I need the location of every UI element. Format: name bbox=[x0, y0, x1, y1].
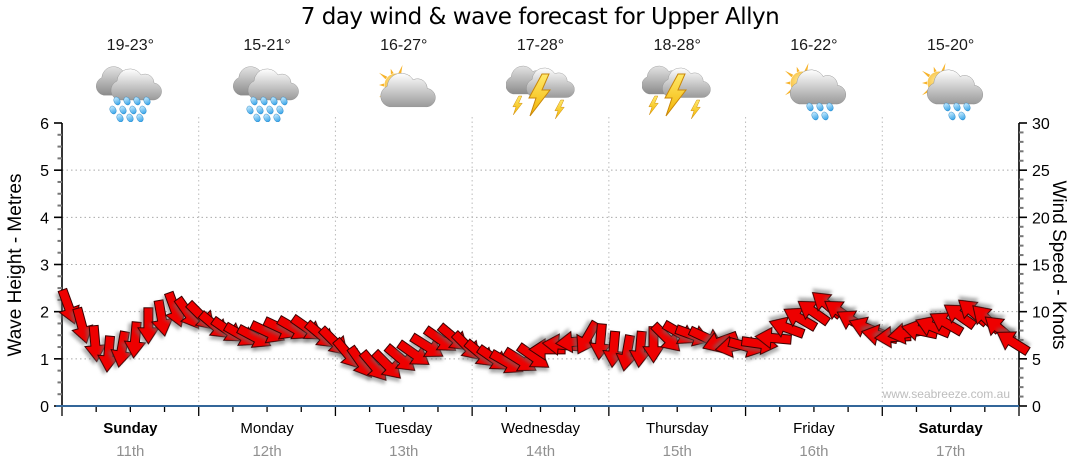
left-axis-tick-label: 3 bbox=[40, 258, 49, 275]
day-name: Thursday bbox=[645, 420, 709, 437]
wind-arrow bbox=[797, 300, 832, 327]
wind-arrow bbox=[150, 299, 174, 337]
watermark: www.seabreeze.com.au bbox=[882, 387, 1010, 401]
day-date: 11th bbox=[116, 443, 145, 460]
day-date: 12th bbox=[252, 443, 282, 460]
partly-sunny-icon bbox=[369, 60, 439, 127]
right-axis-title: Wind Speed - Knots bbox=[1048, 180, 1069, 350]
wind-arrow bbox=[783, 307, 819, 332]
day-name: Sunday bbox=[103, 420, 158, 437]
day-temp-range: 18-28° bbox=[653, 37, 701, 54]
wind-arrow bbox=[768, 316, 806, 339]
right-axis-tick-label: 0 bbox=[1032, 399, 1041, 416]
right-axis-tick-label: 15 bbox=[1032, 258, 1050, 275]
right-axis-tick-label: 10 bbox=[1032, 305, 1050, 322]
day-name: Tuesday bbox=[375, 420, 433, 437]
day-temp-range: 17-28° bbox=[516, 37, 565, 54]
day-temp-range: 16-22° bbox=[790, 37, 838, 54]
wind-arrow bbox=[650, 321, 681, 352]
rain-icon bbox=[95, 60, 165, 127]
rain-icon bbox=[232, 60, 302, 127]
day-temp-range: 19-23° bbox=[106, 37, 155, 54]
wind-arrow bbox=[996, 331, 1031, 356]
day-name: Friday bbox=[793, 420, 835, 437]
sun-shower-icon bbox=[779, 60, 849, 127]
right-axis-tick-label: 30 bbox=[1032, 116, 1050, 133]
wind-arrow bbox=[396, 339, 430, 365]
right-axis-tick-label: 25 bbox=[1032, 163, 1050, 180]
storm-icon bbox=[505, 60, 576, 127]
wind-arrow bbox=[110, 330, 133, 369]
day-date: 16th bbox=[799, 443, 829, 460]
page-title: 7 day wind & wave forecast for Upper All… bbox=[300, 4, 780, 30]
wind-arrow bbox=[136, 307, 160, 345]
left-axis-tick-label: 1 bbox=[40, 352, 49, 369]
wind-arrow bbox=[83, 324, 107, 363]
wind-arrow bbox=[71, 306, 94, 345]
day-temp-range: 15-20° bbox=[926, 37, 975, 54]
left-axis-tick-label: 2 bbox=[40, 305, 49, 322]
wind-arrow bbox=[943, 304, 978, 331]
left-axis-tick-label: 0 bbox=[40, 399, 49, 416]
wind-arrow bbox=[502, 346, 537, 372]
wind-arrow bbox=[409, 332, 444, 358]
left-axis-tick-label: 4 bbox=[40, 210, 49, 227]
day-date: 17th bbox=[936, 443, 966, 460]
wind-arrow bbox=[383, 343, 416, 371]
left-axis-title: Wave Height - Metres bbox=[5, 173, 26, 357]
day-name: Wednesday bbox=[501, 420, 580, 437]
wind-arrow bbox=[628, 330, 652, 369]
day-date: 14th bbox=[525, 443, 556, 460]
storm-icon bbox=[641, 60, 712, 127]
left-axis-tick-label: 5 bbox=[40, 163, 49, 180]
wind-arrow bbox=[929, 312, 965, 337]
wind-arrow bbox=[642, 326, 665, 364]
right-axis-tick-label: 5 bbox=[1032, 352, 1041, 369]
wind-arrow bbox=[370, 348, 401, 379]
right-axis-tick-label: 20 bbox=[1032, 210, 1050, 227]
sun-shower-icon bbox=[916, 60, 986, 127]
day-date: 13th bbox=[389, 443, 419, 460]
wind-arrow bbox=[754, 326, 792, 350]
day-date: 15th bbox=[662, 443, 692, 460]
wind-arrow bbox=[615, 334, 638, 372]
left-axis-tick-label: 6 bbox=[40, 116, 49, 133]
day-temp-range: 16-27° bbox=[380, 37, 428, 54]
day-name: Saturday bbox=[918, 420, 983, 437]
day-temp-range: 15-21° bbox=[243, 37, 291, 54]
day-name: Monday bbox=[240, 420, 294, 437]
